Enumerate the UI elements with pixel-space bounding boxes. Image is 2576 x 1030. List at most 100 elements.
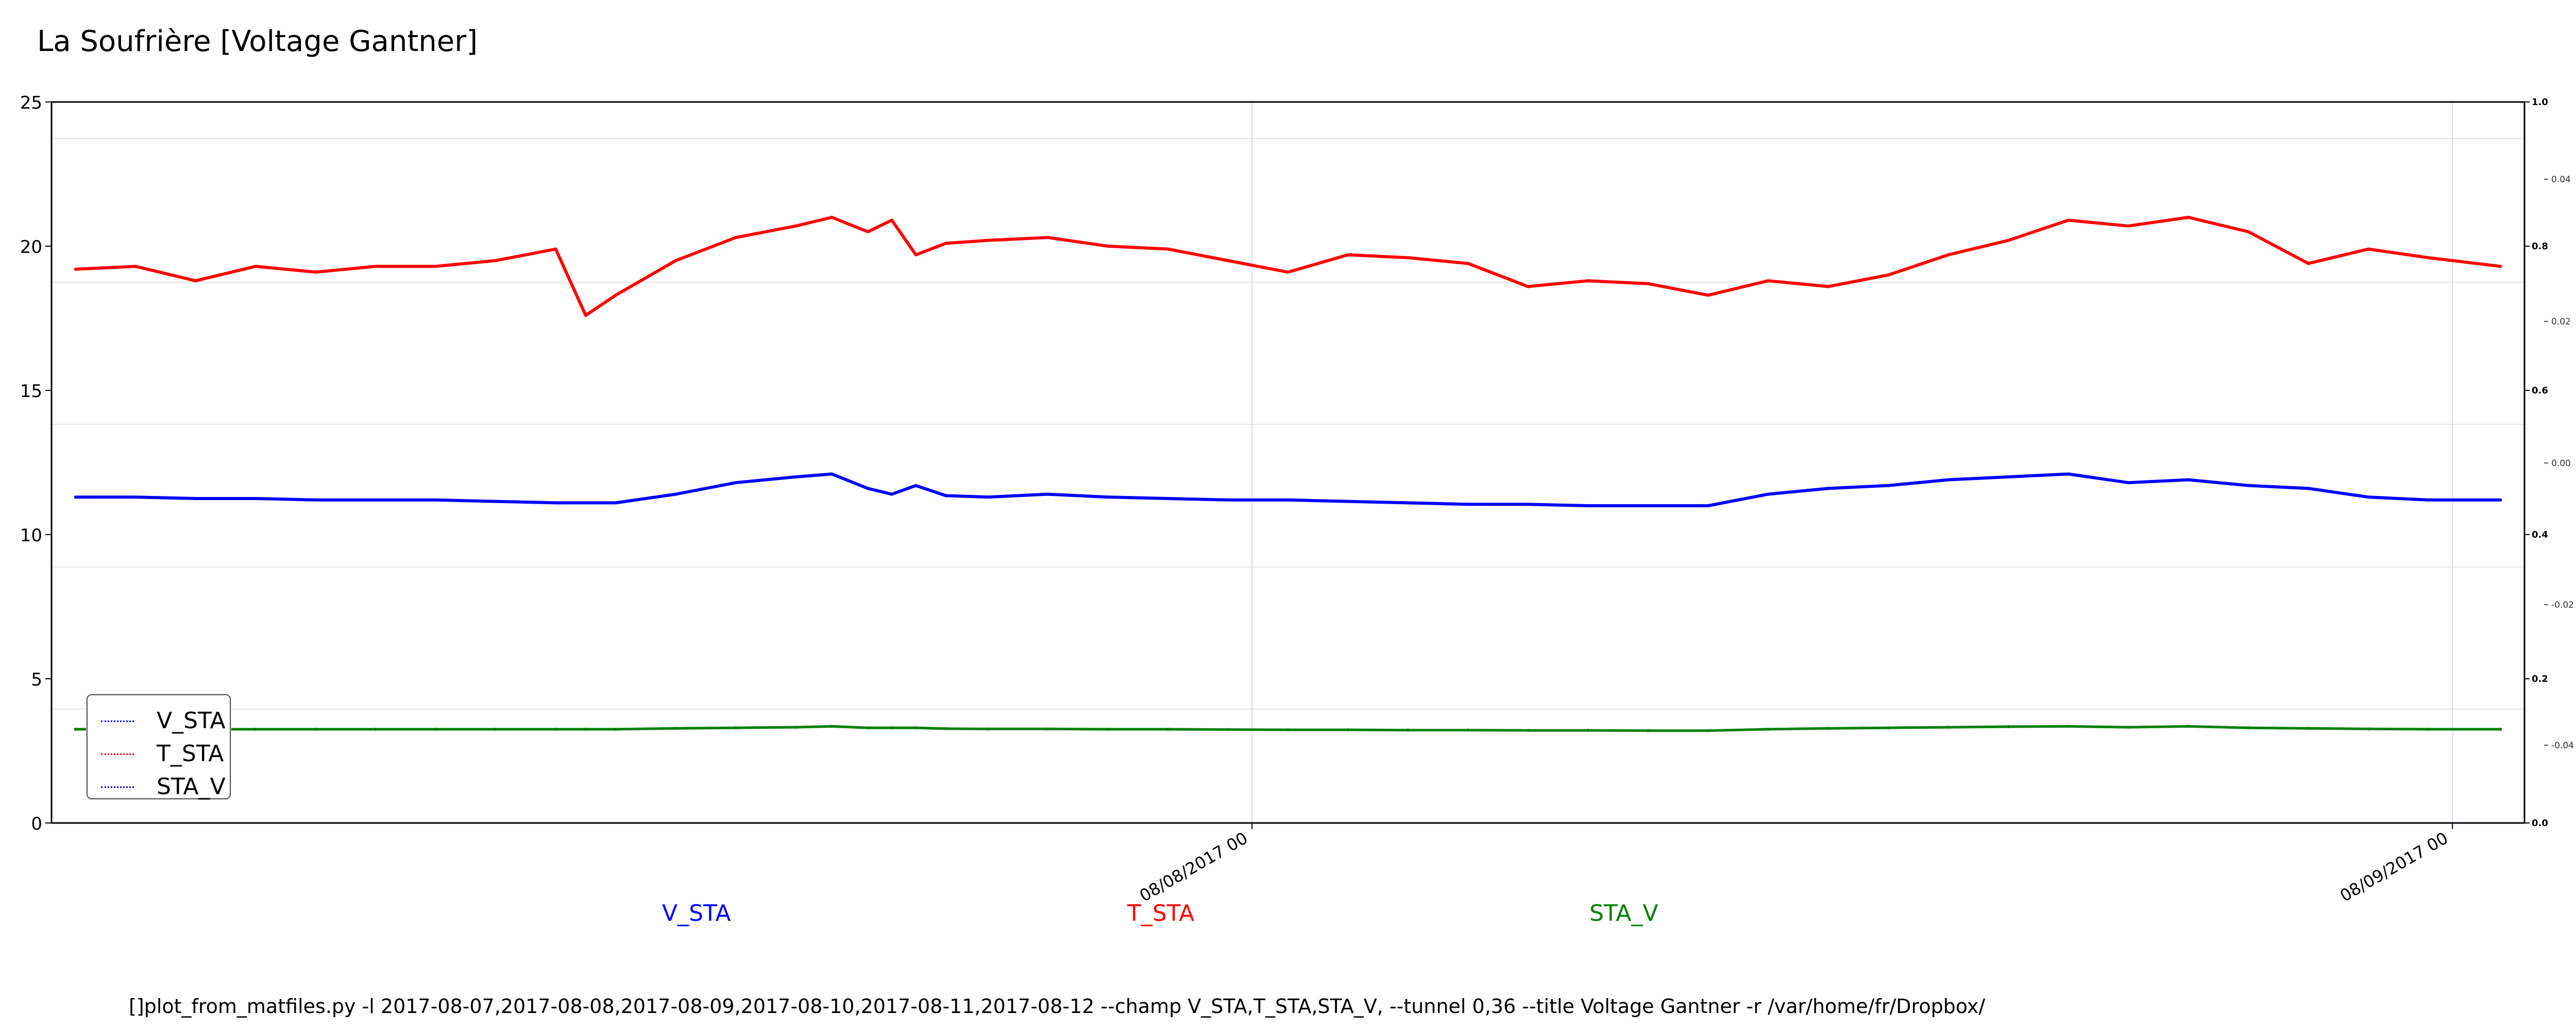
data-point-t-sta (1166, 247, 1170, 251)
legend-swatch-t-sta (101, 753, 134, 755)
y-tick-label: 15 (20, 381, 42, 402)
data-point-v-sta (734, 481, 738, 485)
data-point-v-sta (584, 501, 587, 505)
right-axis-2-tick-label: -0.04 (2551, 741, 2574, 751)
data-point-v-sta (2247, 484, 2250, 487)
data-point-v-sta (2007, 475, 2010, 478)
right-axis-2-tick-label: 0.00 (2551, 458, 2571, 469)
legend-item-t-sta: T_STA (88, 737, 230, 770)
data-point-sta-v (2499, 728, 2502, 731)
data-point-sta-v (1226, 728, 1230, 731)
data-point-t-sta (2499, 265, 2502, 268)
data-point-sta-v (1767, 728, 1770, 731)
data-point-sta-v (1046, 727, 1049, 731)
right-axis-tick-label: 0.0 (2532, 818, 2548, 829)
data-point-t-sta (2007, 238, 2010, 242)
data-point-sta-v (2307, 727, 2310, 730)
y-tick-label: 0 (31, 814, 42, 834)
data-point-sta-v (986, 727, 990, 731)
data-point-sta-v (2007, 725, 2010, 728)
data-point-v-sta (1887, 484, 1890, 487)
data-point-v-sta (1286, 498, 1290, 502)
data-point-t-sta (1946, 253, 1950, 256)
data-point-sta-v (1106, 728, 1110, 731)
data-point-t-sta (944, 242, 947, 245)
data-point-sta-v (1466, 728, 1470, 732)
data-point-v-sta (1406, 501, 1410, 505)
plot-area-frame (50, 101, 2526, 824)
data-point-v-sta (830, 472, 834, 476)
legend-swatch-sta-v (101, 786, 134, 788)
data-point-t-sta (2127, 224, 2130, 228)
data-point-t-sta (1046, 236, 1049, 239)
series-line-t-sta (75, 216, 2501, 317)
data-point-sta-v (1586, 729, 1590, 732)
data-point-t-sta (194, 279, 197, 283)
y-tick-label: 5 (31, 670, 42, 690)
right-axis-tick-label: 0.6 (2532, 385, 2548, 396)
legend-item-sta-v: STA_V (88, 770, 230, 803)
data-point-v-sta (1586, 504, 1590, 507)
data-point-sta-v (1887, 726, 1890, 730)
chart-title: La Soufrière [Voltage Gantner] (37, 25, 478, 58)
data-point-t-sta (890, 218, 894, 222)
data-point-v-sta (986, 495, 990, 499)
data-point-t-sta (554, 247, 557, 251)
bottom-label-sta-v: STA_V (1589, 900, 1658, 926)
data-point-t-sta (914, 253, 918, 256)
right-axis-tick-label: 1.0 (2532, 97, 2548, 108)
right-axis-2-tick-label: -0.02 (2551, 600, 2574, 610)
data-point-sta-v (1346, 728, 1350, 732)
data-point-sta-v (674, 727, 677, 730)
data-point-v-sta (2499, 498, 2502, 502)
data-point-v-sta (2127, 481, 2130, 485)
data-point-t-sta (2367, 247, 2370, 251)
data-point-v-sta (374, 498, 378, 502)
data-point-sta-v (2187, 725, 2190, 728)
data-point-sta-v (866, 726, 870, 730)
data-point-v-sta (2307, 487, 2310, 490)
data-point-v-sta (1946, 478, 1950, 482)
data-point-t-sta (2307, 262, 2310, 265)
data-point-v-sta (1046, 492, 1049, 496)
data-point-v-sta (914, 484, 918, 487)
data-point-v-sta (1466, 503, 1470, 506)
data-point-sta-v (914, 726, 918, 730)
data-point-t-sta (1346, 253, 1350, 256)
data-point-v-sta (866, 487, 870, 490)
data-point-sta-v (2127, 726, 2130, 729)
bottom-label-t-sta: T_STA (1127, 900, 1195, 926)
data-point-sta-v (2066, 725, 2070, 728)
data-point-t-sta (1286, 270, 1290, 274)
data-point-sta-v (494, 728, 498, 731)
data-point-sta-v (1286, 728, 1290, 732)
data-point-sta-v (1166, 728, 1170, 731)
data-point-sta-v (374, 728, 378, 731)
data-point-v-sta (1166, 497, 1170, 500)
data-point-t-sta (986, 238, 990, 242)
data-point-v-sta (794, 475, 798, 478)
data-point-v-sta (254, 497, 258, 500)
data-point-t-sta (1647, 282, 1650, 285)
data-point-t-sta (2247, 230, 2250, 233)
data-point-v-sta (2427, 498, 2430, 502)
data-point-v-sta (944, 494, 947, 497)
data-point-t-sta (374, 265, 378, 268)
x-tick-label: 08/08/2017 00 (1136, 828, 1251, 906)
data-point-t-sta (1527, 285, 1530, 288)
data-point-v-sta (194, 497, 197, 500)
data-point-v-sta (314, 498, 317, 502)
data-point-t-sta (434, 265, 437, 268)
data-point-sta-v (830, 725, 834, 728)
data-point-t-sta (1466, 262, 1470, 265)
data-point-sta-v (2367, 727, 2370, 731)
data-point-sta-v (2247, 726, 2250, 730)
right-axis-tick-label: 0.8 (2532, 241, 2548, 252)
data-point-v-sta (1346, 500, 1350, 503)
legend-item-v-sta: V_STA (88, 705, 230, 737)
data-point-t-sta (1767, 279, 1770, 283)
data-point-v-sta (1106, 495, 1110, 499)
data-point-t-sta (494, 259, 498, 262)
legend: V_STA T_STA STA_V (87, 694, 231, 800)
